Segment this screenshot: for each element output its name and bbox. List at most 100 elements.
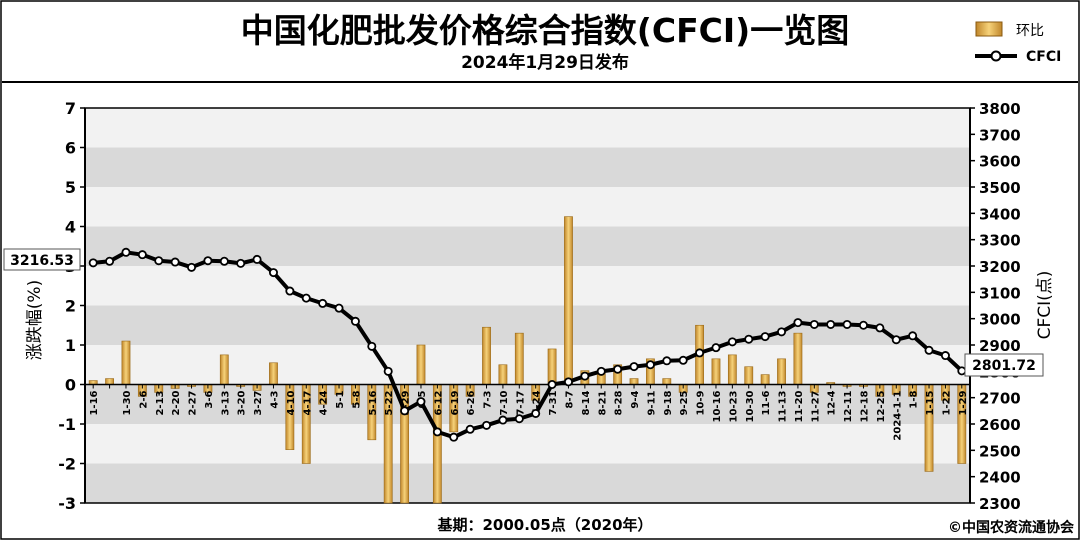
- right-tick-label: 3400: [979, 205, 1021, 223]
- legend-bar-label: 环比: [1016, 23, 1044, 39]
- end-value-callout: 2801.72: [964, 353, 1044, 377]
- bar: [793, 332, 803, 385]
- x-tick-label: 3-6: [204, 390, 215, 408]
- cfci-point: [449, 432, 459, 442]
- x-tick-label: 1-29: [958, 390, 969, 415]
- bar: [269, 362, 278, 385]
- footer-base-note: 基期：2000.05点（2020年）: [436, 516, 652, 534]
- cfci-point: [940, 351, 950, 361]
- x-tick-label: 11-20: [794, 390, 805, 422]
- cfci-point: [678, 355, 688, 365]
- x-tick-label: 2-6: [138, 390, 149, 408]
- x-tick-label: 9-25: [679, 390, 690, 415]
- cfci-point: [219, 256, 229, 266]
- cfci-point: [826, 319, 836, 329]
- cfci-point: [416, 397, 426, 407]
- x-tick-label: 7-10: [499, 390, 510, 415]
- legend-bar-swatch: [975, 21, 1003, 37]
- cfci-point: [629, 362, 639, 372]
- cfci-point: [842, 319, 852, 329]
- x-tick-label: 2024-1-1: [892, 390, 903, 440]
- x-tick-label: 9-4: [630, 390, 641, 408]
- right-tick-label: 2300: [979, 495, 1021, 513]
- x-tick-label: 4-24: [319, 390, 330, 415]
- left-tick-label: 4: [65, 218, 76, 237]
- bar: [514, 332, 524, 385]
- bar: [711, 358, 721, 385]
- cfci-point: [777, 327, 787, 337]
- x-tick-label: 5-8: [351, 390, 362, 408]
- cfci-point: [432, 427, 442, 437]
- cfci-point: [334, 303, 344, 313]
- cfci-point: [744, 334, 754, 344]
- x-tick-label: 7-31: [548, 390, 559, 415]
- x-tick-label: 12-4: [827, 390, 838, 415]
- x-tick-label: 8-7: [564, 390, 575, 408]
- x-tick-label: 11-27: [810, 390, 821, 422]
- x-tick-label: 6-19: [450, 390, 461, 415]
- cfci-point: [482, 420, 492, 430]
- x-tick-label: 5-22: [384, 390, 395, 415]
- plot-band: [85, 147, 970, 187]
- x-tick-label: 12-11: [843, 390, 854, 422]
- right-tick-label: 3300: [979, 232, 1021, 250]
- bar: [105, 378, 114, 385]
- cfci-point: [187, 262, 197, 272]
- left-axis-title: 涨跌幅(%): [25, 280, 45, 360]
- bar: [547, 348, 557, 385]
- x-tick-label: 8-28: [614, 390, 625, 415]
- right-tick-label: 3000: [979, 311, 1021, 329]
- right-tick-label: 2400: [979, 469, 1021, 487]
- cfci-point: [760, 332, 770, 342]
- cfci-point: [531, 408, 541, 418]
- x-tick-label: 11-13: [778, 390, 789, 422]
- x-tick-label: 4-3: [269, 390, 280, 408]
- plot-band: [85, 424, 970, 464]
- right-axis: 3800 3700 3600 3500 3400 3300 3200 3100 3000 2900…: [969, 100, 1021, 513]
- left-tick-label: -3: [58, 494, 76, 513]
- cfci-point: [547, 379, 557, 389]
- x-tick-label: 7-3: [483, 390, 494, 408]
- cfci-point: [252, 254, 262, 264]
- cfci-point: [924, 345, 934, 355]
- right-tick-label: 2900: [979, 337, 1021, 355]
- cfci-point: [563, 377, 573, 387]
- x-tick-label: 2-27: [188, 390, 199, 415]
- right-tick-label: 3700: [979, 126, 1021, 144]
- x-tick-label: 9-11: [646, 390, 657, 415]
- right-tick-label: 2700: [979, 390, 1021, 408]
- x-axis-ticks: 1-16 1-30 2-6 2-13 2-20 2-27 3-6 3-13 3-20 3-27 4-…: [89, 384, 969, 441]
- bar: [629, 378, 639, 385]
- cfci-point: [809, 319, 819, 329]
- left-tick-label: 2: [65, 297, 76, 316]
- right-tick-label: 2500: [979, 442, 1021, 460]
- plot-band: [85, 463, 970, 503]
- bar: [219, 354, 229, 385]
- plot-band: [85, 345, 970, 385]
- bar: [498, 364, 508, 385]
- cfci-point: [137, 250, 147, 260]
- x-tick-label: 7-24: [532, 390, 543, 415]
- right-tick-label: 3200: [979, 258, 1021, 276]
- cfci-point: [727, 337, 737, 347]
- cfci-point: [236, 258, 246, 268]
- bar: [416, 344, 426, 385]
- cfci-point: [203, 256, 213, 266]
- x-tick-label: 3-13: [220, 390, 231, 415]
- cfci-point: [318, 298, 328, 308]
- right-tick-label: 3500: [979, 179, 1021, 197]
- x-tick-label: 2-20: [171, 390, 182, 415]
- legend-line-marker: [990, 50, 1002, 62]
- right-tick-label: 2600: [979, 416, 1021, 434]
- x-tick-label: 10-30: [745, 390, 756, 422]
- x-tick-label: 3-20: [237, 390, 248, 415]
- cfci-point: [645, 360, 655, 370]
- x-tick-label: 1-15: [925, 390, 936, 415]
- cfci-point: [121, 247, 131, 257]
- x-tick-label: 5-16: [368, 390, 379, 415]
- left-axis: 76543210-1-2-3: [58, 99, 86, 513]
- bar: [777, 358, 786, 385]
- cfci-point: [662, 356, 672, 366]
- left-tick-label: -1: [58, 415, 76, 434]
